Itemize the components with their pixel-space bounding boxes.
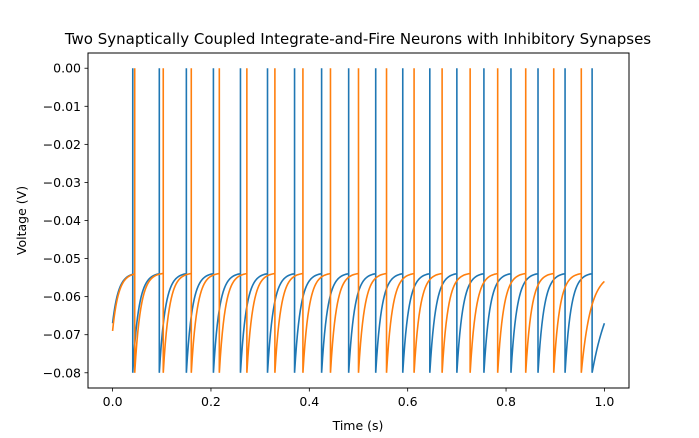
x-axis: 0.0 0.2 0.4 0.6 0.8 1.0 — [103, 388, 614, 409]
y-axis: 0.00 −0.01 −0.02 −0.03 −0.04 −0.05 −0.06 −0.07 −… — [43, 61, 88, 380]
plot-area — [111, 68, 606, 373]
y-tick-label: −0.07 — [43, 327, 81, 342]
series-line-2 — [111, 68, 605, 373]
chart-title: Two Synaptically Coupled Integrate-and-F… — [64, 30, 651, 48]
y-tick-label: −0.05 — [43, 251, 81, 266]
y-tick-label: −0.04 — [43, 213, 81, 228]
x-tick-label: 0.6 — [398, 394, 418, 409]
x-tick-label: 0.8 — [496, 394, 516, 409]
y-tick-label: −0.06 — [43, 289, 81, 304]
y-tick-label: 0.00 — [53, 61, 81, 76]
x-tick-label: 0.4 — [299, 394, 319, 409]
y-axis-title: Voltage (V) — [14, 186, 29, 255]
x-axis-title: Time (s) — [332, 418, 384, 433]
x-tick-label: 0.0 — [103, 394, 123, 409]
y-tick-label: −0.08 — [43, 365, 81, 380]
y-tick-label: −0.01 — [43, 99, 81, 114]
x-tick-label: 0.2 — [201, 394, 221, 409]
y-tick-label: −0.02 — [43, 137, 81, 152]
y-tick-label: −0.03 — [43, 175, 81, 190]
x-tick-label: 1.0 — [594, 394, 614, 409]
